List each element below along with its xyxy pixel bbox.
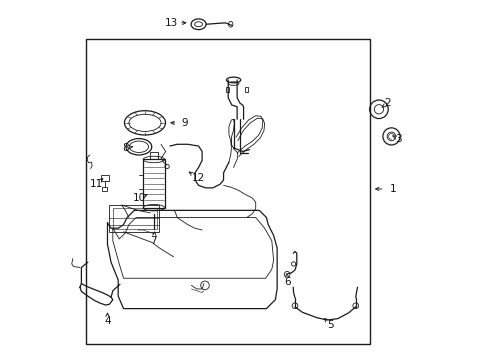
Bar (113, 208, 157, 229)
Text: 5: 5 (327, 320, 334, 330)
Text: 2: 2 (385, 98, 391, 108)
Text: 12: 12 (192, 173, 205, 183)
Text: 8: 8 (122, 143, 129, 153)
Text: 9: 9 (181, 118, 188, 128)
Bar (101, 175, 109, 181)
Text: 6: 6 (285, 277, 291, 287)
Text: 1: 1 (390, 184, 396, 194)
Text: 10: 10 (133, 193, 146, 203)
Bar (245, 87, 248, 93)
Bar (226, 87, 229, 93)
Text: 3: 3 (395, 134, 402, 144)
Bar (109, 205, 159, 232)
Bar (86, 39, 370, 344)
Text: 13: 13 (165, 18, 178, 28)
Text: 7: 7 (150, 236, 157, 246)
Bar (149, 152, 158, 159)
Text: 11: 11 (90, 179, 103, 189)
Bar (143, 159, 165, 208)
Text: 4: 4 (104, 316, 111, 326)
Bar (102, 187, 107, 191)
